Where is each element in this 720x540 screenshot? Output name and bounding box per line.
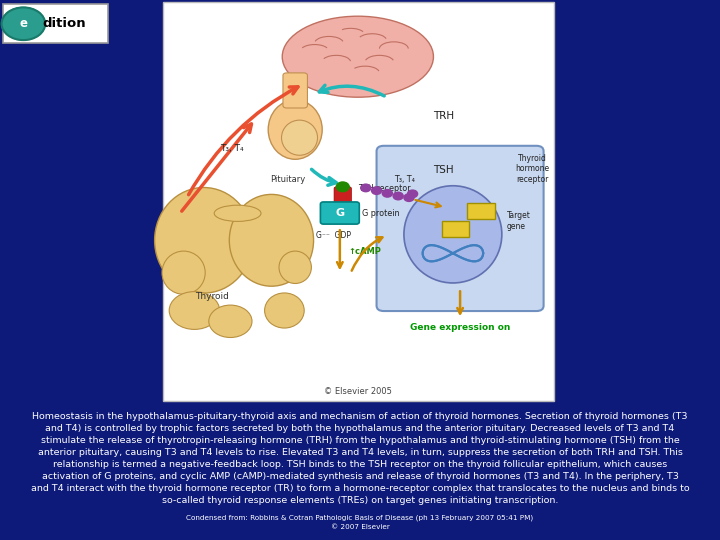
Ellipse shape — [229, 194, 314, 286]
FancyBboxPatch shape — [320, 202, 359, 224]
Ellipse shape — [155, 187, 253, 293]
Text: ↑cAMP: ↑cAMP — [348, 247, 382, 256]
Text: Pituitary: Pituitary — [271, 176, 305, 185]
Ellipse shape — [282, 16, 433, 97]
Text: G: G — [336, 208, 344, 218]
Ellipse shape — [214, 205, 261, 221]
Circle shape — [372, 187, 382, 194]
Text: and T4) is controlled by trophic factors secreted by both the hypothalamus and t: and T4) is controlled by trophic factors… — [45, 424, 675, 433]
Text: TSH receptor: TSH receptor — [359, 184, 411, 193]
Ellipse shape — [264, 293, 304, 328]
Text: e: e — [19, 17, 27, 30]
Text: and T4 interact with the thyroid hormone receptor (TR) to form a hormone-recepto: and T4 interact with the thyroid hormone… — [31, 484, 689, 492]
Circle shape — [336, 182, 349, 192]
Text: Thyroid: Thyroid — [195, 292, 230, 301]
FancyBboxPatch shape — [334, 187, 351, 208]
Text: © Elsevier 2005: © Elsevier 2005 — [324, 387, 392, 396]
Text: T₃, T₄: T₃, T₄ — [395, 176, 415, 184]
Text: Thyroid
hormone
receptor: Thyroid hormone receptor — [516, 154, 550, 184]
Circle shape — [382, 190, 392, 197]
Text: Gene expression on: Gene expression on — [410, 323, 510, 332]
Circle shape — [361, 184, 371, 192]
Text: activation of G proteins, and cyclic AMP (cAMP)-mediated synthesis and release o: activation of G proteins, and cyclic AMP… — [42, 472, 678, 481]
Text: © 2007 Elsevier: © 2007 Elsevier — [330, 524, 390, 530]
Circle shape — [408, 190, 418, 198]
FancyBboxPatch shape — [442, 221, 469, 237]
Text: anterior pituitary, causing T3 and T4 levels to rise. Elevated T3 and T4 levels,: anterior pituitary, causing T3 and T4 le… — [37, 448, 683, 457]
Text: T₃, T₄: T₃, T₄ — [220, 144, 243, 153]
Ellipse shape — [169, 292, 220, 329]
Text: G protein: G protein — [362, 208, 400, 218]
Text: TSH: TSH — [433, 165, 454, 175]
Text: relationship is termed a negative-feedback loop. TSH binds to the TSH receptor o: relationship is termed a negative-feedba… — [53, 460, 667, 469]
Text: TRH: TRH — [433, 111, 454, 121]
Text: Homeostasis in the hypothalamus-pituitary-thyroid axis and mechanism of action o: Homeostasis in the hypothalamus-pituitar… — [32, 413, 688, 421]
Text: Target
gene: Target gene — [507, 211, 531, 231]
Text: dition: dition — [42, 17, 86, 30]
Ellipse shape — [162, 251, 205, 294]
Circle shape — [393, 192, 403, 200]
FancyBboxPatch shape — [163, 2, 554, 401]
Ellipse shape — [282, 120, 318, 156]
Text: stimulate the release of thyrotropin-releasing hormone (TRH) from the hypothalam: stimulate the release of thyrotropin-rel… — [40, 436, 680, 445]
FancyBboxPatch shape — [467, 203, 495, 219]
FancyBboxPatch shape — [3, 4, 108, 43]
Ellipse shape — [404, 186, 502, 283]
Text: Condensed from: Robbins & Cotran Pathologic Basis of Disease (ph 13 February 200: Condensed from: Robbins & Cotran Patholo… — [186, 515, 534, 521]
Circle shape — [1, 8, 45, 40]
Ellipse shape — [279, 251, 311, 284]
FancyBboxPatch shape — [283, 73, 307, 108]
Text: G⁻⁻  GDP: G⁻⁻ GDP — [316, 231, 351, 240]
Circle shape — [404, 194, 414, 201]
FancyBboxPatch shape — [377, 146, 544, 311]
Text: so-called thyroid response elements (TREs) on target genes initiating transcript: so-called thyroid response elements (TRE… — [162, 496, 558, 504]
Ellipse shape — [209, 305, 252, 338]
Ellipse shape — [268, 100, 323, 159]
